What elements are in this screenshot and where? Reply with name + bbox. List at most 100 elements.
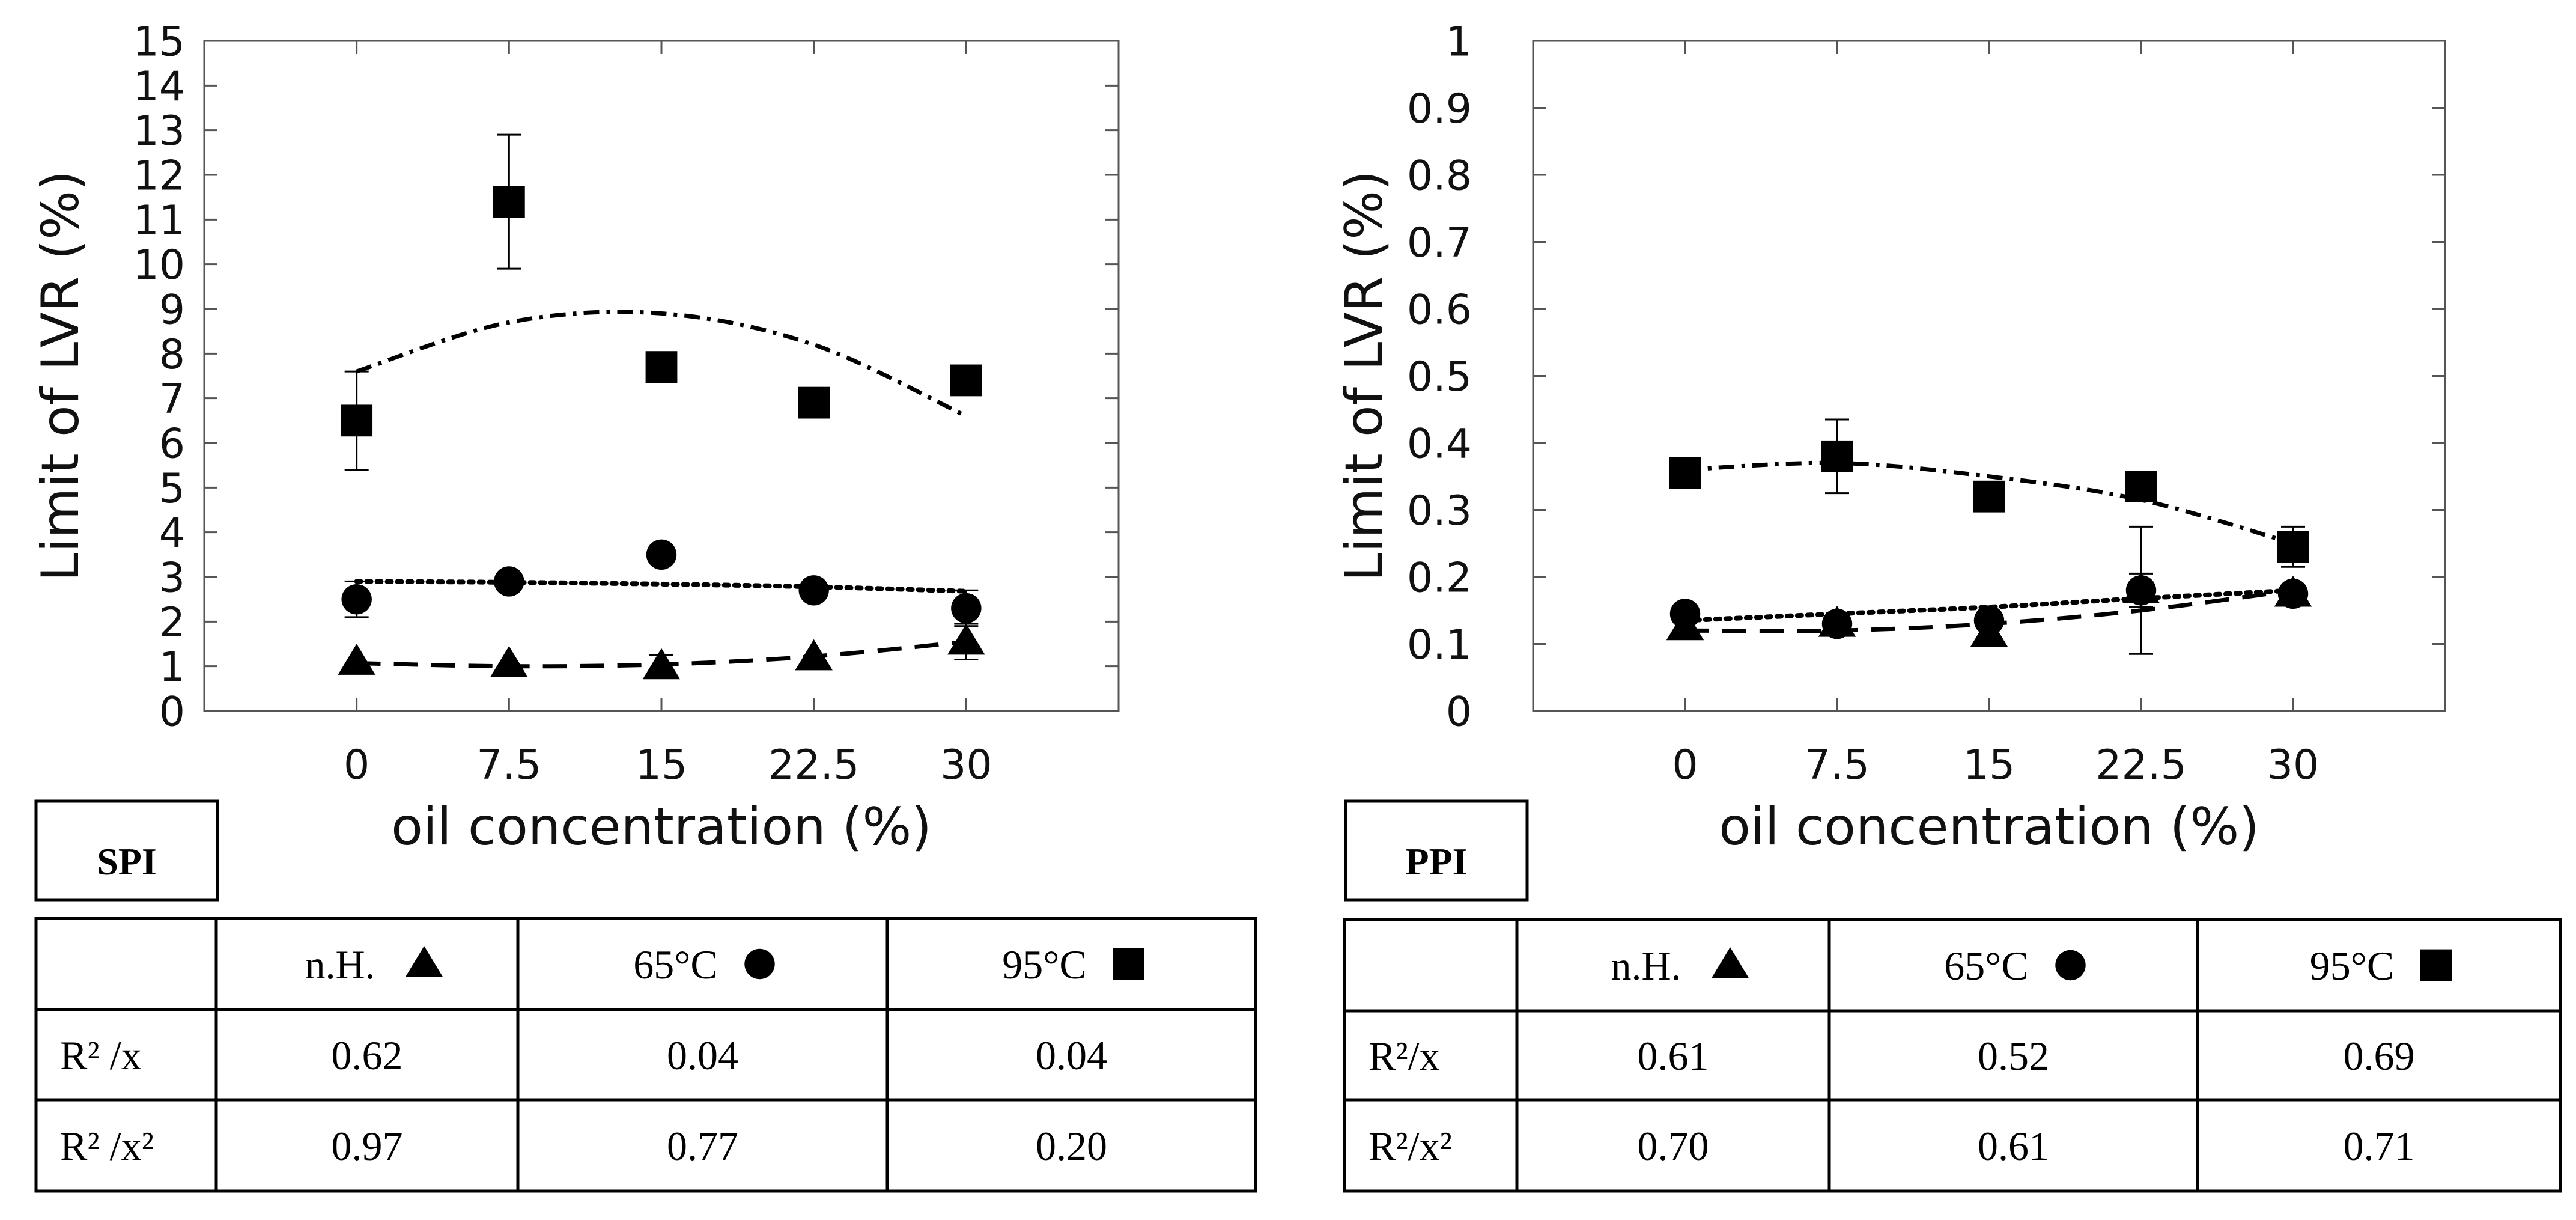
y-tick-label: 9 — [159, 286, 185, 334]
chart-panel-ppi: 0 0.1 0.2 0.3 0.4 0.5 0.6 0.7 0.8 0.9 1 0 7.5 15 22.5 3… — [1334, 18, 2562, 1193]
table-header: 95°C — [2310, 943, 2395, 989]
x-tick-label: 15 — [636, 742, 688, 789]
y-tick-label: 6 — [159, 420, 185, 468]
data-point-square — [1821, 440, 1853, 472]
square-icon — [1113, 948, 1144, 980]
panel-label: PPI — [1405, 840, 1467, 883]
y-tick-label: 15 — [133, 18, 185, 66]
y-tick-label: 2 — [159, 599, 185, 647]
x-tick-label: 7.5 — [1805, 742, 1870, 789]
table-row-label: R² /x² — [60, 1123, 154, 1169]
series-circle — [341, 539, 982, 627]
fit-curve — [356, 310, 967, 418]
table-row-label: R²/x — [1368, 1033, 1440, 1079]
y-tick-label: 14 — [133, 63, 185, 111]
table-cell: 0.20 — [1036, 1123, 1107, 1169]
series-triangle — [338, 623, 985, 680]
square-icon — [2420, 949, 2452, 981]
panel-label: SPI — [97, 840, 157, 883]
data-point-circle — [798, 575, 829, 606]
table-cell: 0.71 — [2344, 1123, 2415, 1169]
table-cell: 0.52 — [1978, 1033, 2049, 1079]
data-point-circle — [341, 584, 372, 615]
x-tick-label: 30 — [2267, 742, 2319, 789]
x-tick-label: 22.5 — [768, 742, 859, 789]
table-border — [34, 917, 1257, 1193]
series-square — [1669, 418, 2309, 568]
x-tick-label: 30 — [940, 742, 992, 789]
x-tick-label: 7.5 — [476, 742, 541, 789]
y-tick-label: 0.7 — [1407, 219, 1472, 267]
data-point-circle — [646, 539, 677, 570]
data-point-circle — [1669, 599, 1701, 629]
data-point-square — [493, 186, 525, 218]
r2-table: n.H. 65°C 95°C R² /x 0.62 0.04 0.04 R² /x² 0.97 0… — [34, 917, 1257, 1193]
y-tick-label: 0.6 — [1407, 286, 1472, 334]
table-cell: 0.69 — [2344, 1033, 2415, 1079]
y-axis-label: Limit of LVR (%) — [31, 171, 91, 582]
x-tick-label: 15 — [1963, 742, 2016, 789]
y-tick-label: 4 — [159, 510, 185, 557]
data-point-triangle — [338, 644, 375, 675]
data-point-circle — [1973, 605, 2005, 636]
y-axis-label: Limit of LVR (%) — [1334, 171, 1394, 582]
y-tick-label: 5 — [159, 465, 185, 513]
triangle-icon — [405, 946, 443, 977]
data-point-circle — [2277, 578, 2309, 609]
data-point-circle — [494, 566, 524, 597]
table-header: 65°C — [1944, 943, 2029, 989]
x-tick-label: 0 — [1672, 742, 1698, 789]
circle-icon — [2055, 950, 2086, 981]
triangle-icon — [1711, 947, 1749, 978]
table-cell: 0.61 — [1638, 1033, 1709, 1079]
y-tick-label: 11 — [133, 197, 185, 245]
y-tick-label: 12 — [133, 152, 185, 200]
y-tick-label: 13 — [133, 108, 185, 155]
data-point-square — [1973, 480, 2005, 513]
fit-curve — [354, 579, 969, 594]
table-cell: 0.77 — [667, 1123, 738, 1169]
x-tick-label: 0 — [344, 742, 369, 789]
data-point-triangle — [642, 648, 681, 680]
data-point-circle — [951, 593, 982, 624]
data-point-square — [341, 404, 373, 437]
y-tick-label: 0.8 — [1407, 152, 1472, 200]
y-tick-label: 10 — [133, 242, 185, 289]
panel-label-box — [34, 799, 219, 902]
table-cell: 0.97 — [332, 1123, 403, 1169]
x-tick-label: 22.5 — [2095, 742, 2186, 789]
y-tick-label: 0.3 — [1407, 487, 1472, 535]
table-cell: 0.04 — [667, 1032, 738, 1078]
y-tick-label: 8 — [159, 331, 185, 379]
y-tick-label: 0.5 — [1407, 353, 1472, 401]
y-tick-label: 0.9 — [1407, 85, 1472, 133]
table-row-label: R²/x² — [1368, 1123, 1452, 1169]
y-tick-label: 0 — [1446, 688, 1472, 736]
y-tick-label: 0.2 — [1407, 554, 1472, 602]
data-point-square — [798, 386, 830, 419]
table-header: n.H. — [1611, 943, 1681, 989]
table-cell: 0.61 — [1978, 1123, 2049, 1169]
y-tick-label: 0.4 — [1407, 420, 1472, 468]
x-axis-label: oil concentration (%) — [391, 797, 932, 857]
data-point-circle — [2125, 575, 2157, 606]
fit-curve — [1684, 460, 2294, 546]
data-point-triangle — [490, 645, 528, 677]
table-header: n.H. — [305, 942, 375, 987]
circle-icon — [744, 948, 775, 980]
series-square — [341, 133, 982, 471]
y-tick-label: 1 — [1446, 18, 1472, 66]
y-tick-label: 7 — [159, 376, 185, 423]
data-point-square — [1669, 457, 1701, 489]
data-point-triangle — [947, 623, 985, 655]
data-point-square — [2277, 531, 2309, 563]
r2-table: n.H. 65°C 95°C R²/x 0.61 0.52 0.69 R²/x² 0.70 0.6… — [1343, 918, 2562, 1193]
data-point-triangle — [795, 639, 833, 671]
table-row-label: R² /x — [60, 1032, 142, 1078]
data-point-square — [950, 364, 982, 397]
y-tick-label: 1 — [159, 644, 185, 691]
data-point-square — [645, 351, 678, 383]
table-header: 65°C — [633, 942, 718, 987]
